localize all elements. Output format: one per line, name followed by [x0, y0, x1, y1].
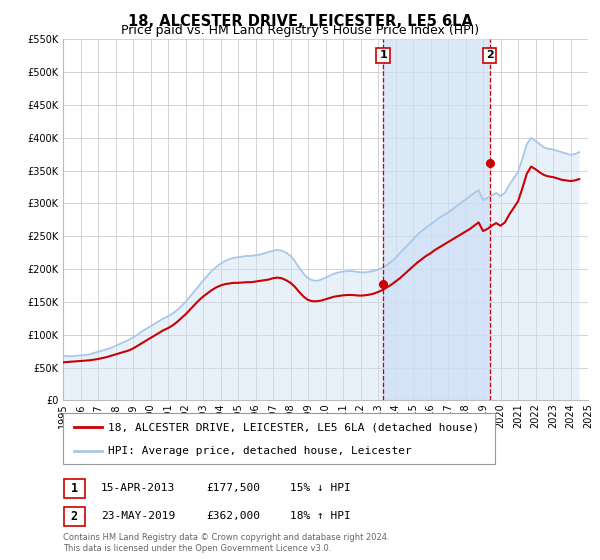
Text: £177,500: £177,500: [206, 483, 260, 493]
Text: 15-APR-2013: 15-APR-2013: [101, 483, 175, 493]
Text: 18, ALCESTER DRIVE, LEICESTER, LE5 6LA: 18, ALCESTER DRIVE, LEICESTER, LE5 6LA: [128, 14, 472, 29]
Text: 23-MAY-2019: 23-MAY-2019: [101, 511, 175, 521]
Text: 15% ↓ HPI: 15% ↓ HPI: [290, 483, 350, 493]
Text: 18, ALCESTER DRIVE, LEICESTER, LE5 6LA (detached house): 18, ALCESTER DRIVE, LEICESTER, LE5 6LA (…: [109, 422, 479, 432]
Text: HPI: Average price, detached house, Leicester: HPI: Average price, detached house, Leic…: [109, 446, 412, 456]
Text: 1: 1: [379, 50, 387, 60]
Text: £362,000: £362,000: [206, 511, 260, 521]
Text: 2: 2: [486, 50, 494, 60]
FancyBboxPatch shape: [64, 507, 85, 526]
Text: 18% ↑ HPI: 18% ↑ HPI: [290, 511, 350, 521]
FancyBboxPatch shape: [63, 413, 495, 464]
Text: Contains HM Land Registry data © Crown copyright and database right 2024.
This d: Contains HM Land Registry data © Crown c…: [63, 533, 389, 553]
Text: 1: 1: [71, 482, 78, 495]
Text: Price paid vs. HM Land Registry's House Price Index (HPI): Price paid vs. HM Land Registry's House …: [121, 24, 479, 37]
Bar: [383, 39, 490, 400]
FancyBboxPatch shape: [64, 479, 85, 498]
Text: 2: 2: [71, 510, 78, 523]
